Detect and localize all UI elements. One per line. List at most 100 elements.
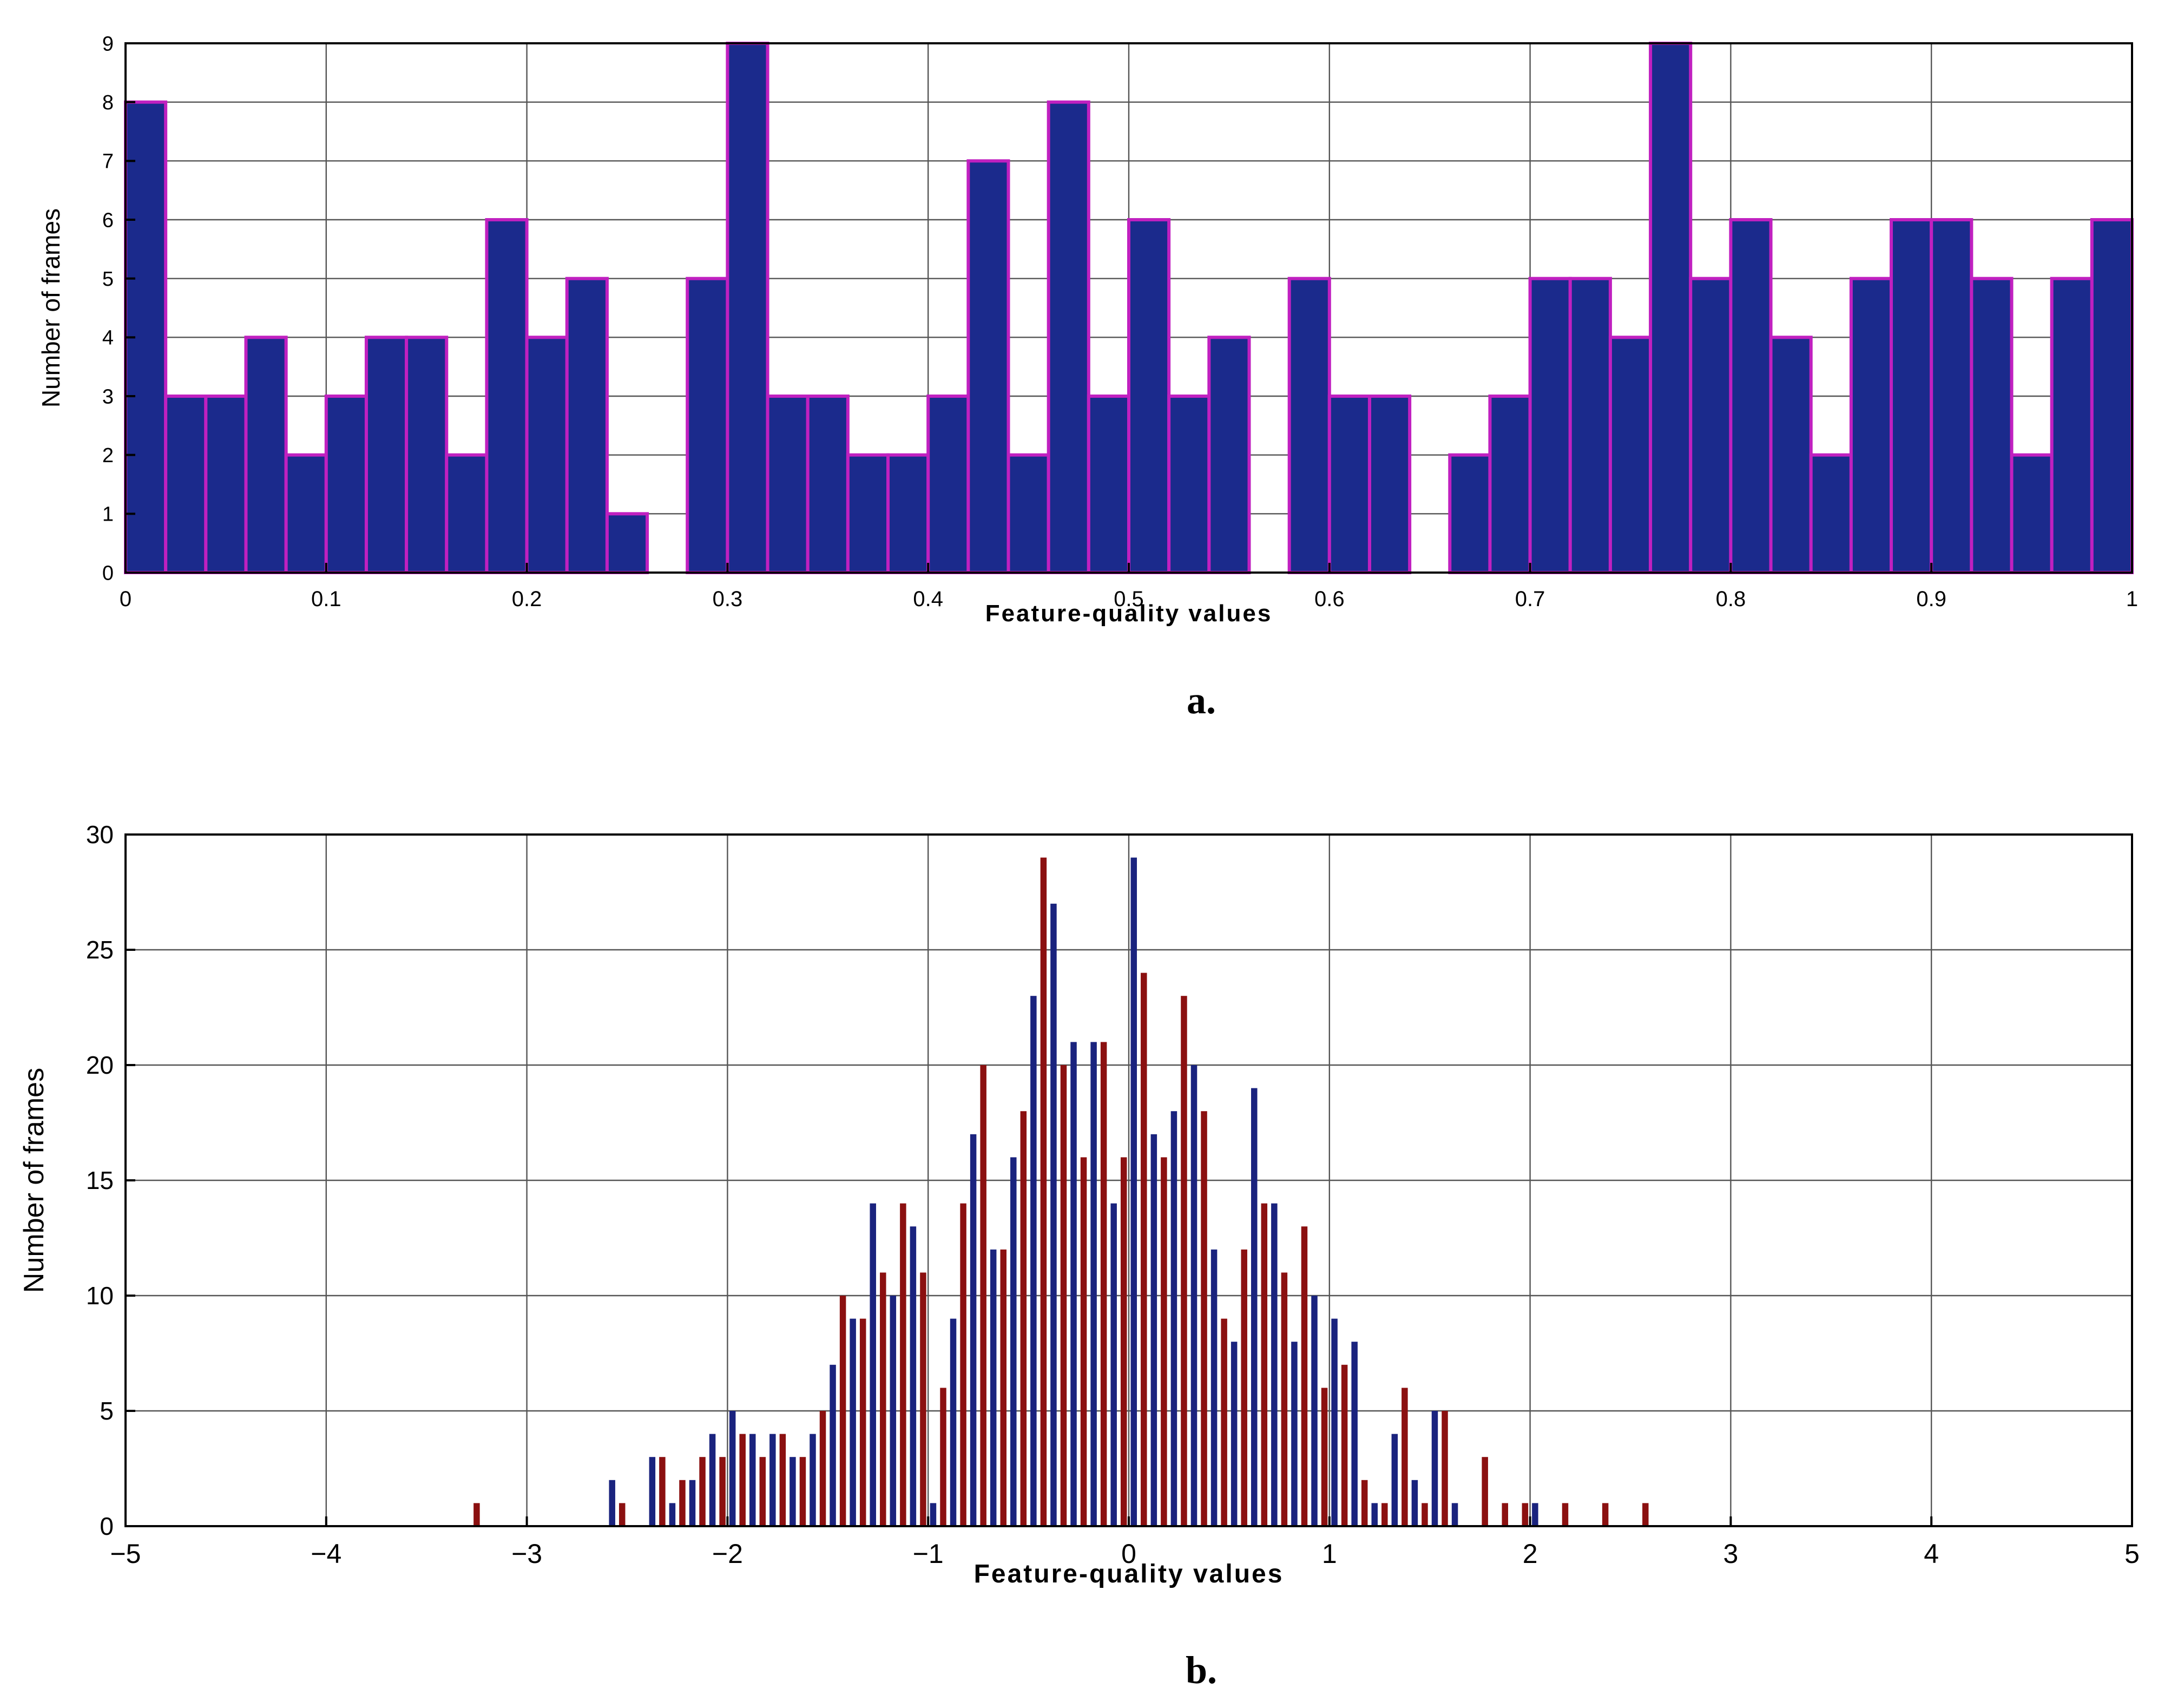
- histogram-bar: [2050, 277, 2094, 574]
- histogram-bar-series-2: [960, 1203, 966, 1526]
- histogram-bar: [445, 453, 489, 575]
- histogram-bar-series-1: [1311, 1296, 1318, 1526]
- y-tick-label: 8: [102, 91, 114, 114]
- histogram-bar: [1287, 277, 1331, 574]
- histogram-bar: [525, 336, 569, 574]
- histogram-bar-series-1: [1210, 1249, 1218, 1526]
- x-tick-label: −5: [110, 1539, 141, 1569]
- histogram-bar: [766, 395, 810, 574]
- histogram-bar: [1970, 277, 2014, 574]
- histogram-bar-series-1: [1190, 1065, 1198, 1526]
- histogram-bar-series-2: [900, 1203, 906, 1526]
- histogram-bar-series-1: [810, 1434, 816, 1526]
- y-tick-label: 9: [102, 32, 114, 55]
- histogram-bar-series-2: [1000, 1249, 1006, 1526]
- histogram-bar-series-2: [1482, 1457, 1488, 1526]
- histogram-bar-series-2: [1642, 1503, 1649, 1526]
- histogram-bar-series-1: [1150, 1134, 1157, 1526]
- histogram-bar: [1167, 395, 1211, 574]
- histogram-bar: [1327, 395, 1371, 574]
- x-tick-label: 4: [1924, 1539, 1939, 1569]
- histogram-bar-series-2: [759, 1457, 766, 1526]
- histogram-bar-series-1: [729, 1411, 736, 1526]
- histogram-bar-series-2: [1040, 857, 1047, 1526]
- histogram-bar-series-1: [1130, 857, 1137, 1526]
- x-tick-label: −1: [913, 1539, 944, 1569]
- histogram-bar: [284, 453, 328, 575]
- histogram-bar-series-2: [719, 1457, 726, 1526]
- y-tick-label: 0: [102, 562, 114, 584]
- x-tick-label: 0.6: [1314, 587, 1345, 611]
- histogram-bar: [726, 42, 769, 574]
- histogram-bar-series-2: [940, 1388, 946, 1526]
- histogram-bar: [2090, 218, 2134, 574]
- histogram-bar-series-2: [1181, 996, 1187, 1526]
- histogram-bar-series-1: [850, 1318, 856, 1526]
- histogram-bar: [204, 395, 248, 574]
- histogram-bar: [164, 395, 208, 574]
- histogram-bar-series-1: [1090, 1042, 1097, 1526]
- histogram-bar-series-1: [1050, 903, 1057, 1526]
- histogram-bar: [1127, 218, 1171, 574]
- histogram-bar: [1729, 218, 1773, 574]
- histogram-bar: [1930, 218, 1973, 574]
- x-tick-label: 0.2: [512, 587, 542, 611]
- x-tick-label: 0.8: [1716, 587, 1746, 611]
- x-tick-label: 2: [1523, 1539, 1538, 1569]
- y-tick-label: 2: [102, 444, 114, 467]
- histogram-bar-series-1: [669, 1503, 676, 1526]
- histogram-bar-series-1: [870, 1203, 876, 1526]
- histogram-bar: [1488, 395, 1532, 574]
- histogram-bar-series-1: [1291, 1342, 1298, 1526]
- x-tick-label: 0.1: [311, 587, 341, 611]
- histogram-bar-series-2: [1261, 1203, 1268, 1526]
- histogram-panel-b: −5 −4 −3 −2 −1 0 1 2 3 4 5 0 5 10 15 20 25 30 Feature-qual…: [18, 820, 2140, 1588]
- histogram-bar: [886, 453, 930, 575]
- histogram-bar-series-2: [679, 1480, 686, 1526]
- histogram-bar-series-2: [1402, 1388, 1408, 1526]
- histogram-bar-series-2: [1341, 1364, 1348, 1526]
- histogram-bar-series-1: [789, 1457, 796, 1526]
- histogram-bar-series-2: [1602, 1503, 1609, 1526]
- histogram-bar-series-2: [619, 1503, 626, 1526]
- histogram-bar: [364, 336, 409, 574]
- histogram-bar-series-1: [1030, 996, 1037, 1526]
- histogram-bar: [1649, 42, 1693, 574]
- histogram-bar-series-1: [1251, 1088, 1258, 1526]
- histogram-bar: [1448, 453, 1492, 575]
- histogram-bar: [1367, 395, 1412, 574]
- histogram-bar-series-2: [1060, 1065, 1067, 1526]
- histogram-bar: [485, 218, 529, 574]
- x-axis-label: Feature-quality values: [985, 600, 1273, 627]
- histogram-bar-series-2: [1201, 1111, 1207, 1526]
- histogram-bar-series-1: [1170, 1111, 1177, 1526]
- histogram-bar-series-2: [859, 1318, 866, 1526]
- histogram-bar: [1006, 453, 1050, 575]
- histogram-bar: [686, 277, 729, 574]
- histogram-bar-series-1: [890, 1296, 897, 1526]
- y-axis-label: Number of frames: [18, 1068, 50, 1293]
- histogram-bar-series-2: [1442, 1411, 1448, 1526]
- histogram-bar-series-2: [980, 1065, 986, 1526]
- y-tick-label: 1: [102, 503, 114, 526]
- histogram-bar-series-2: [1161, 1157, 1167, 1526]
- histogram-bar: [1769, 336, 1813, 574]
- y-tick-label: 20: [86, 1051, 114, 1079]
- histogram-bar-series-2: [1422, 1503, 1428, 1526]
- histogram-bar-series-2: [839, 1296, 846, 1526]
- y-tick-label: 30: [86, 820, 114, 849]
- x-tick-label: 0.5: [1114, 587, 1144, 611]
- y-tick-label: 5: [100, 1397, 114, 1425]
- histogram-bar-series-1: [709, 1434, 716, 1526]
- x-tick-label: 0.3: [713, 587, 743, 611]
- histogram-bar-series-1: [1451, 1503, 1458, 1526]
- y-tick-label: 4: [102, 327, 114, 350]
- histogram-bar-series-1: [1110, 1203, 1117, 1526]
- y-tick-label: 10: [86, 1282, 114, 1310]
- histogram-bar-series-2: [1100, 1042, 1107, 1526]
- histogram-bar-series-2: [1080, 1157, 1087, 1526]
- histogram-bar-series-1: [769, 1434, 776, 1526]
- histogram-bar: [1890, 218, 1933, 574]
- x-tick-label: −3: [511, 1539, 542, 1569]
- histogram-bar-series-2: [819, 1411, 826, 1526]
